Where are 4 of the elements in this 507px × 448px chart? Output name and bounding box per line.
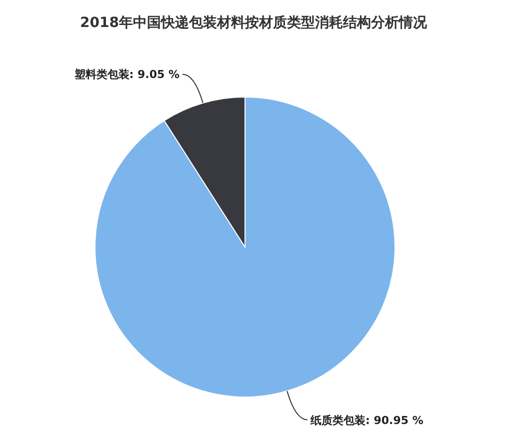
chart-title: 2018年中国快递包装材料按材质类型消耗结构分析情况 [79,14,428,32]
pie-slice [94,96,396,398]
slice-label: 塑料类包装: 9.05 % [73,68,180,82]
slice-label: 纸质类包装: 90.95 % [309,414,424,427]
